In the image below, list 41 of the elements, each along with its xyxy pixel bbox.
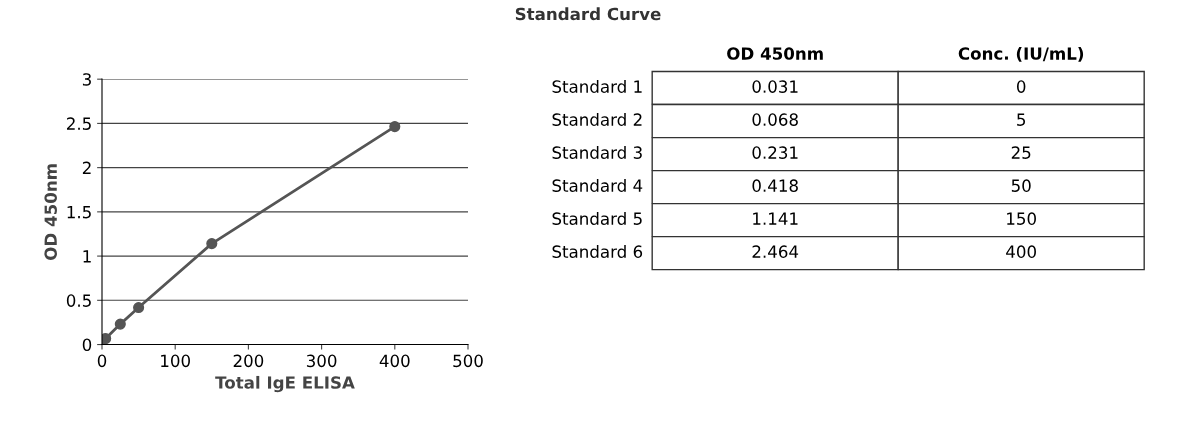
y-tick-label: 1 [83, 250, 91, 263]
point [206, 238, 218, 250]
y-tick-label: 3 [82, 73, 91, 86]
x-tick-label: 300 [306, 354, 337, 368]
category-label: Standard 4 [552, 179, 643, 192]
data-label: 0.068 [752, 113, 798, 126]
data-label: 1.141 [753, 212, 798, 225]
data-label: 0.031 [752, 80, 798, 93]
series-label: OD 450nm [727, 47, 823, 60]
category-label: Standard 3 [552, 146, 642, 159]
y-tick-label: 0.5 [66, 294, 91, 307]
point [389, 121, 401, 133]
point [133, 302, 145, 314]
data-label: 50 [1011, 179, 1031, 192]
x-axis-title: Total IgE ELISA [215, 375, 355, 393]
data-label: 0.231 [752, 146, 798, 159]
y-tick-label: 2 [82, 161, 91, 174]
data-label: 0 [1016, 80, 1026, 93]
category-label: Standard 5 [552, 212, 642, 225]
y-tick-label: 1.5 [67, 206, 91, 219]
data-label: 2.464 [752, 245, 799, 258]
text: Standard Curve [515, 7, 661, 21]
point [114, 318, 126, 330]
y-tick-label: 0 [82, 338, 92, 352]
y-tick-label: 2.5 [66, 117, 91, 130]
x-tick-label: 500 [453, 354, 483, 368]
x-tick-label: 0 [97, 354, 107, 368]
data-label: 25 [1011, 146, 1031, 159]
data-label: 150 [1007, 212, 1036, 225]
data-label: 5 [1017, 113, 1026, 126]
data-label: 0.418 [752, 179, 798, 192]
x-tick-label: 200 [233, 354, 264, 368]
category-label: Standard 2 [552, 113, 642, 126]
category-label: Standard 1 [552, 79, 642, 93]
y-axis-title: OD 450nm [44, 164, 57, 260]
x-tick-label: 400 [379, 354, 410, 368]
point [102, 332, 112, 345]
x-tick-label: 100 [161, 354, 190, 368]
data-label: 400 [1006, 245, 1036, 258]
series-label: Conc. (IU/mL) [958, 46, 1084, 62]
category-label: Standard 6 [552, 245, 643, 258]
